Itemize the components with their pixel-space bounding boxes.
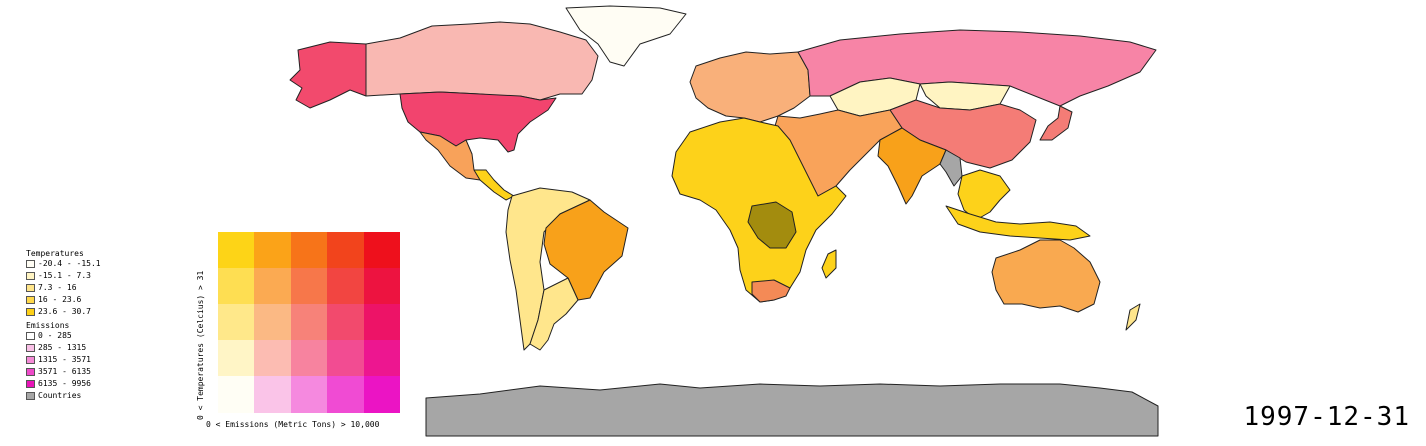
legend-swatch-countries [26,392,35,400]
legend-temperature-item: -15.1 - 7.3 [26,270,101,282]
region-central-america[interactable] [473,169,515,201]
bivariate-cell [254,340,292,377]
bivariate-cell [290,304,328,341]
bivariate-x-axis-label: 0 < Emissions (Metric Tons) > 10,000 [206,420,380,429]
country-canada[interactable] [365,21,599,101]
bivariate-cell [218,340,255,377]
legend-emission-swatch [26,356,35,364]
legend-emission-swatch [26,344,35,352]
legend-temperature-label: 16 - 23.6 [38,295,82,304]
bivariate-cell [363,340,401,377]
bivariate-cell [254,232,292,269]
legend-temperature-swatch [26,284,35,292]
legend-emission-label: 0 - 285 [38,331,72,340]
legend-emission-swatch [26,380,35,388]
country-madagascar[interactable] [821,249,837,279]
bivariate-cell [218,304,255,341]
bivariate-cell [254,268,292,305]
bivariate-y-axis-label: 0 < Temperatures (Celcius) > 31 [196,270,205,420]
legend-temperature-label: -20.4 - -15.1 [38,259,101,268]
country-argentina[interactable] [529,277,579,351]
country-brazil[interactable] [543,199,629,301]
country-australia[interactable] [991,239,1101,313]
legend-emission-item: 0 - 285 [26,330,101,342]
bivariate-cell [327,340,365,377]
bivariate-cell [290,340,328,377]
legend-temperature-item: -20.4 - -15.1 [26,258,101,270]
legend-temperature-item: 16 - 23.6 [26,294,101,306]
legend-temperature-swatch [26,296,35,304]
bivariate-cell [363,304,401,341]
bivariate-cell [327,376,365,413]
bivariate-cell [254,376,292,413]
legend-emission-label: 285 - 1315 [38,343,87,352]
country-dr-congo[interactable] [747,201,797,249]
country-india[interactable] [877,127,947,205]
country-greenland[interactable] [565,5,687,67]
legend: Temperatures -20.4 - -15.1 -15.1 - 7.3 7.3… [26,248,101,402]
legend-temperature-item: 7.3 - 16 [26,282,101,294]
bivariate-cell [290,268,328,305]
legend-emission-label: 1315 - 3571 [38,355,91,364]
legend-temperature-swatch [26,308,35,316]
legend-temperature-swatch [26,272,35,280]
region-indonesia[interactable] [945,205,1091,241]
legend-emission-item: 1315 - 3571 [26,354,101,366]
legend-emission-item: 6135 - 9956 [26,378,101,390]
country-south-africa[interactable] [751,279,791,303]
country-new-zealand[interactable] [1125,303,1141,331]
country-united-states[interactable] [399,91,557,153]
bivariate-cell [218,232,255,269]
legend-temperature-swatch [26,260,35,268]
country-japan[interactable] [1039,105,1073,141]
bivariate-cell [290,232,328,269]
legend-temperature-item: 23.6 - 30.7 [26,306,101,318]
legend-temperature-label: 7.3 - 16 [38,283,77,292]
legend-emissions-title: Emissions [26,321,70,330]
legend-item-countries: Countries [26,390,101,402]
bivariate-cell [327,268,365,305]
bivariate-cell [327,304,365,341]
legend-emission-swatch [26,332,35,340]
continent-antarctica[interactable] [425,383,1159,437]
bivariate-legend-grid [218,232,401,413]
bivariate-cell [254,304,292,341]
region-europe[interactable] [689,51,811,123]
bivariate-cell [363,232,401,269]
country-alaska[interactable] [289,41,367,109]
legend-emission-label: 3571 - 6135 [38,367,91,376]
bivariate-cell [218,376,255,413]
legend-label-countries: Countries [38,391,82,400]
region-southeast-asia[interactable] [957,169,1011,221]
legend-temperature-label: 23.6 - 30.7 [38,307,91,316]
bivariate-cell [290,376,328,413]
legend-emission-label: 6135 - 9956 [38,379,91,388]
bivariate-cell [327,232,365,269]
legend-temperature-label: -15.1 - 7.3 [38,271,91,280]
date-label: 1997-12-31 [1243,402,1410,432]
bivariate-cell [363,268,401,305]
bivariate-cell [218,268,255,305]
legend-temperatures-title: Temperatures [26,249,84,258]
legend-emission-item: 285 - 1315 [26,342,101,354]
legend-emission-item: 3571 - 6135 [26,366,101,378]
country-myanmar[interactable] [939,149,963,187]
legend-emission-swatch [26,368,35,376]
bivariate-cell [363,376,401,413]
